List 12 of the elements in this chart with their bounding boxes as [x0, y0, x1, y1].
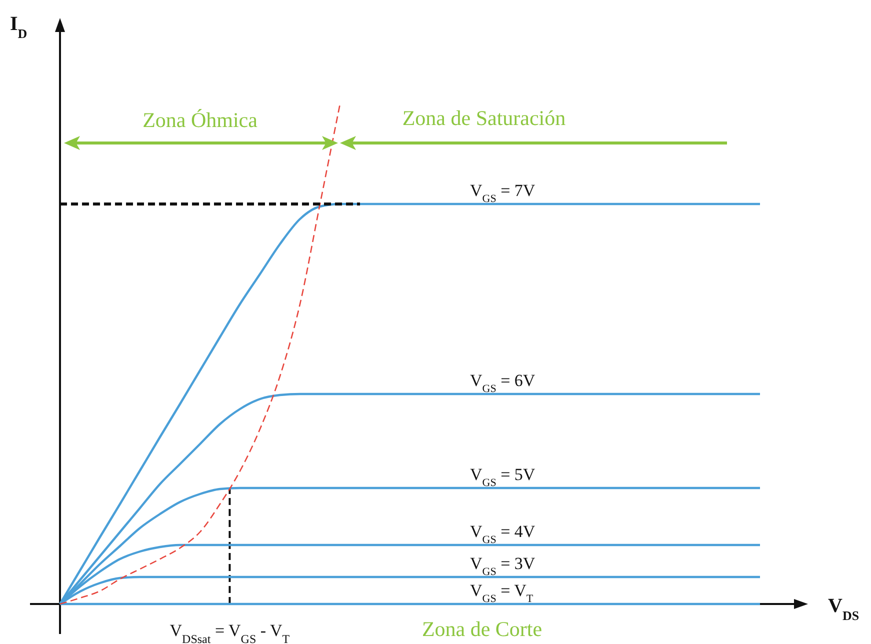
text: V$_{DSsat}$ = V$_{GS}$ - V$_{T}$ — [170, 621, 290, 644]
series-label: V$_{GS}$ = 3V — [470, 554, 536, 578]
series-label: V$_{GS}$ = 6V — [470, 371, 536, 395]
annotation: Zona de Saturación — [402, 106, 566, 130]
x-axis-title: V$_{DS}$ — [828, 595, 860, 622]
series-label: V$_{GS}$ = 5V — [470, 465, 536, 489]
series-label: V$_{GS}$ = V$_{T}$ — [470, 581, 534, 605]
series-label: V$_{GS}$ = 4V — [470, 522, 536, 546]
y-axis-title: I$_{D}$ — [10, 13, 28, 40]
annotation: Zona Óhmica — [142, 108, 258, 132]
series-label: V$_{GS}$ = 7V — [470, 181, 536, 205]
text: Zona de Corte — [422, 617, 542, 641]
